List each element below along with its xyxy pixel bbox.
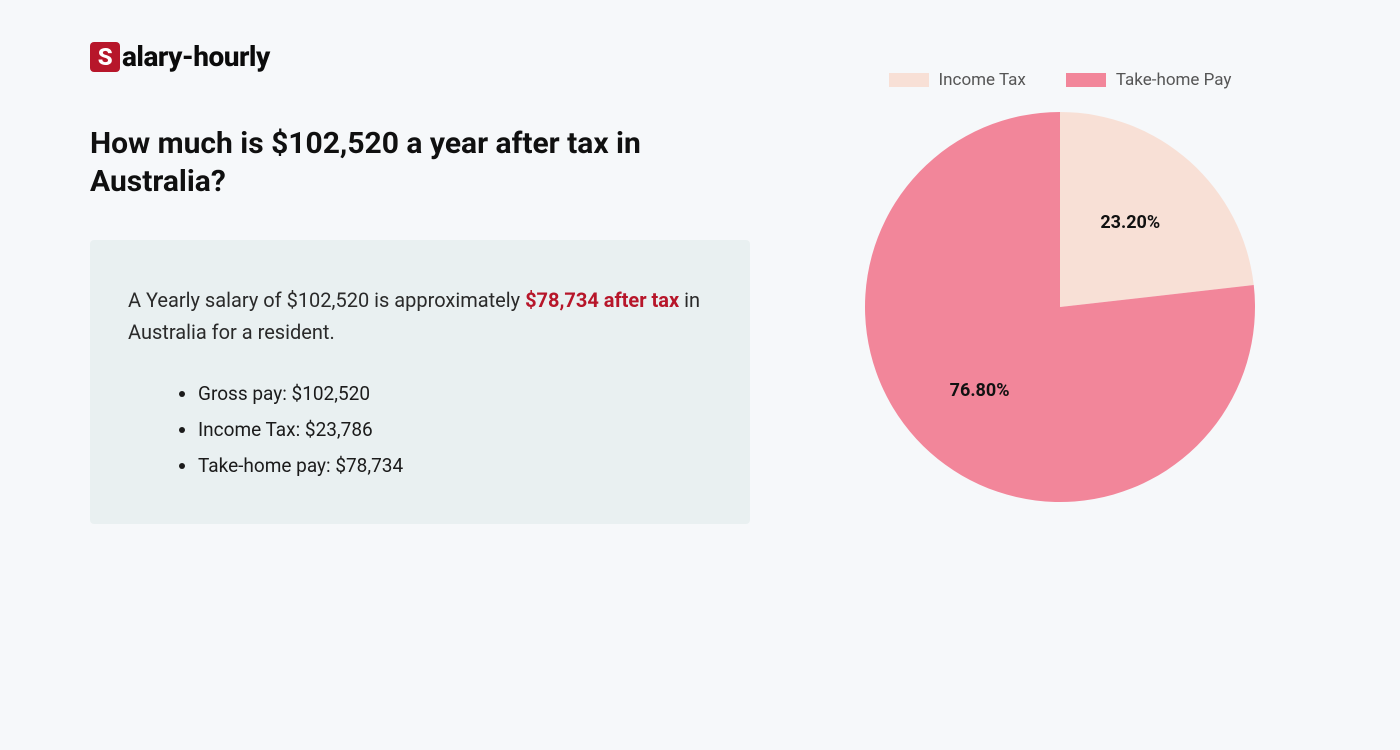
bullet-item: Income Tax: $23,786: [198, 412, 712, 448]
bullet-item: Take-home pay: $78,734: [198, 448, 712, 484]
logo-text: alary-hourly: [122, 40, 270, 73]
legend-label: Take-home Pay: [1116, 70, 1232, 90]
slice-label-income-tax: 23.20%: [1100, 212, 1160, 233]
summary-pre: A Yearly salary of $102,520 is approxima…: [128, 288, 525, 312]
logo-badge: S: [90, 42, 120, 72]
chart-legend: Income Tax Take-home Pay: [889, 70, 1232, 90]
legend-item-take-home: Take-home Pay: [1066, 70, 1232, 90]
page-root: Salary-hourly How much is $102,520 a yea…: [0, 0, 1400, 564]
legend-item-income-tax: Income Tax: [889, 70, 1026, 90]
pie-chart: 23.20% 76.80%: [855, 102, 1265, 512]
legend-swatch: [889, 73, 929, 87]
summary-text: A Yearly salary of $102,520 is approxima…: [128, 284, 712, 348]
summary-bullets: Gross pay: $102,520 Income Tax: $23,786 …: [128, 376, 712, 484]
summary-box: A Yearly salary of $102,520 is approxima…: [90, 240, 750, 524]
site-logo: Salary-hourly: [90, 40, 750, 73]
slice-label-take-home: 76.80%: [950, 380, 1010, 401]
right-column: Income Tax Take-home Pay 23.20% 76.80%: [810, 40, 1310, 524]
pie-svg: [855, 102, 1265, 512]
summary-highlight: $78,734 after tax: [525, 288, 679, 312]
bullet-item: Gross pay: $102,520: [198, 376, 712, 412]
page-title: How much is $102,520 a year after tax in…: [90, 125, 690, 200]
legend-label: Income Tax: [939, 70, 1026, 90]
legend-swatch: [1066, 73, 1106, 87]
left-column: Salary-hourly How much is $102,520 a yea…: [90, 40, 750, 524]
